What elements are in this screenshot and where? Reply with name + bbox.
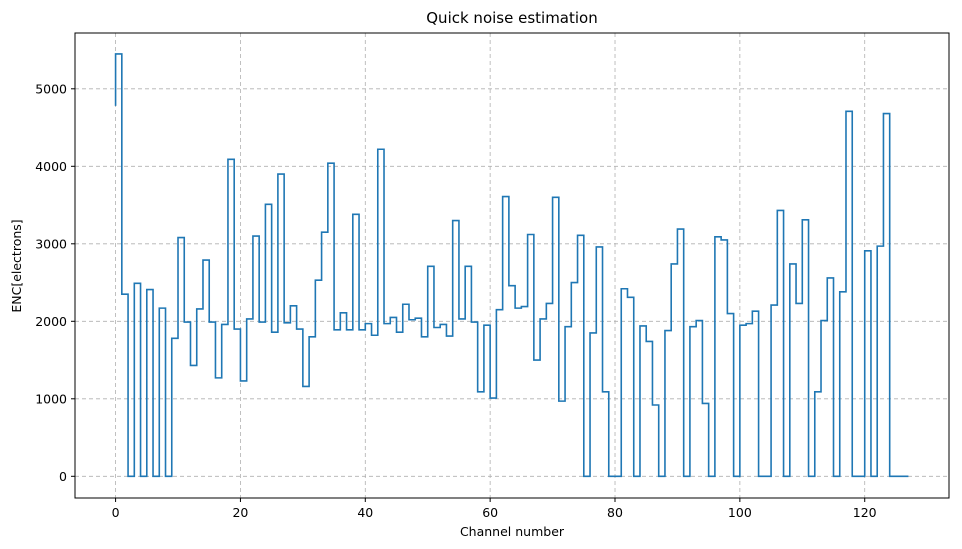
y-axis-label: ENC[electrons]	[9, 219, 24, 312]
x-tick-label: 40	[357, 505, 373, 520]
x-tick-label: 60	[482, 505, 498, 520]
x-tick-label: 0	[112, 505, 120, 520]
plot-frame	[74, 32, 950, 499]
series-line-enc	[114, 53, 909, 478]
x-tick-label: 20	[232, 505, 248, 520]
y-tick-label: 2000	[35, 314, 67, 329]
axis-ticks: 0 20 40 60 80 100 120 0 1000 2000 3000 4000 5000	[35, 81, 877, 520]
chart-title: Quick noise estimation	[426, 9, 597, 27]
y-tick-label: 1000	[35, 391, 67, 406]
grid	[75, 33, 949, 498]
x-tick-label: 120	[853, 505, 877, 520]
x-axis-label: Channel number	[460, 524, 565, 539]
x-tick-label: 80	[607, 505, 623, 520]
y-tick-label: 5000	[35, 81, 67, 96]
x-tick-label: 100	[728, 505, 752, 520]
y-tick-label: 0	[59, 469, 67, 484]
y-tick-label: 3000	[35, 236, 67, 251]
y-tick-label: 4000	[35, 159, 67, 174]
